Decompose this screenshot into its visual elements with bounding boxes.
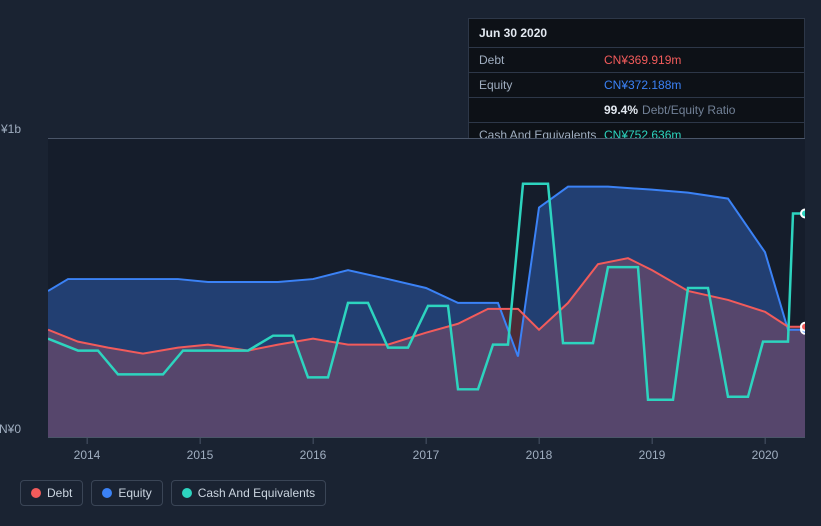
legend-item-debt[interactable]: Debt	[20, 480, 83, 506]
tooltip-value-debt: CN¥369.919m	[604, 53, 681, 67]
chart-plot-area[interactable]	[48, 138, 805, 438]
debt-marker	[801, 323, 805, 331]
x-tick: 2014	[74, 448, 101, 462]
cash-marker	[801, 210, 805, 218]
legend-label: Equity	[118, 486, 151, 500]
y-axis-max: CN¥1b	[0, 122, 21, 136]
legend-item-equity[interactable]: Equity	[91, 480, 162, 506]
x-axis: 2014 2015 2016 2017 2018 2019 2020	[0, 448, 821, 468]
ratio-label: Debt/Equity Ratio	[642, 103, 735, 117]
x-tick: 2020	[752, 448, 779, 462]
chart-tooltip: Jun 30 2020 Debt CN¥369.919m Equity CN¥3…	[468, 18, 805, 148]
x-tick: 2017	[413, 448, 440, 462]
legend-label: Cash And Equivalents	[198, 486, 315, 500]
swatch-debt	[31, 488, 41, 498]
x-tick: 2016	[300, 448, 327, 462]
legend-item-cash[interactable]: Cash And Equivalents	[171, 480, 326, 506]
swatch-equity	[102, 488, 112, 498]
tooltip-label: Debt	[479, 53, 604, 67]
tooltip-row-ratio: 99.4% Debt/Equity Ratio	[469, 98, 804, 123]
tooltip-value-equity: CN¥372.188m	[604, 78, 681, 92]
tooltip-row-debt: Debt CN¥369.919m	[469, 48, 804, 73]
tooltip-ratio: 99.4% Debt/Equity Ratio	[604, 103, 735, 117]
tooltip-label: Equity	[479, 78, 604, 92]
x-tick: 2015	[187, 448, 214, 462]
chart-svg	[48, 139, 805, 437]
ratio-pct: 99.4%	[604, 103, 638, 117]
x-tick: 2019	[639, 448, 666, 462]
legend-label: Debt	[47, 486, 72, 500]
y-axis-min: CN¥0	[0, 422, 21, 436]
tooltip-date: Jun 30 2020	[469, 19, 804, 48]
legend: Debt Equity Cash And Equivalents	[20, 480, 326, 506]
tooltip-row-equity: Equity CN¥372.188m	[469, 73, 804, 98]
swatch-cash	[182, 488, 192, 498]
tooltip-label-blank	[479, 103, 604, 117]
x-tick: 2018	[526, 448, 553, 462]
